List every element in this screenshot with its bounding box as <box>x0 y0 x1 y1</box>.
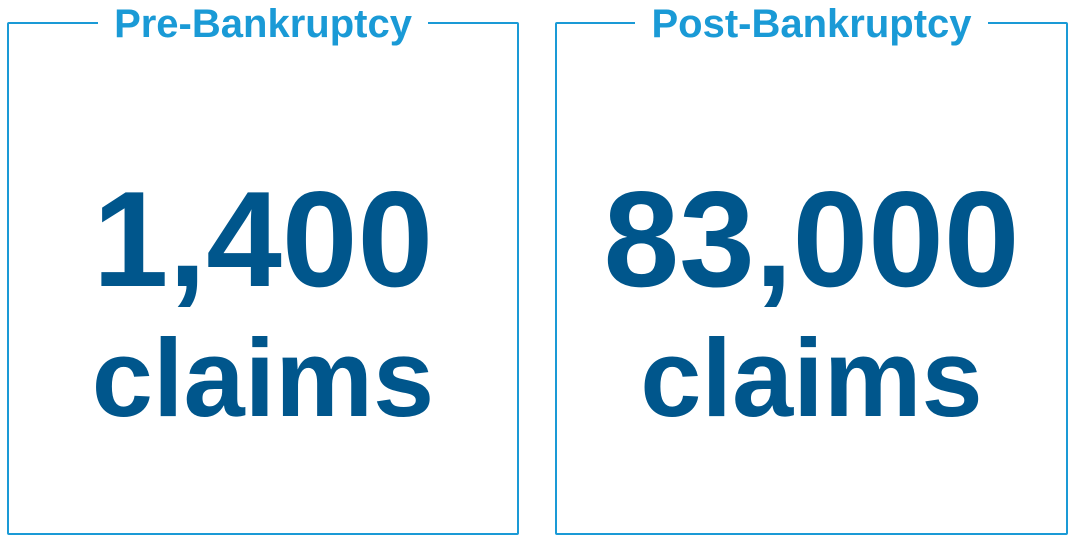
panel: Post-Bankruptcy 83,000 claims <box>555 2 1068 535</box>
panel-unit: claims <box>91 317 435 440</box>
panel-title-row: Post-Bankruptcy <box>557 0 1066 57</box>
panel: Pre-Bankruptcy 1,400 claims <box>7 2 519 535</box>
panel-unit: claims <box>640 317 983 440</box>
panel-title: Pre-Bankruptcy <box>98 2 428 46</box>
panel-title: Post-Bankruptcy <box>635 2 988 46</box>
panel-value: 1,400 <box>92 163 434 315</box>
panel-value: 83,000 <box>603 163 1020 315</box>
panel-title-row: Pre-Bankruptcy <box>9 0 517 57</box>
